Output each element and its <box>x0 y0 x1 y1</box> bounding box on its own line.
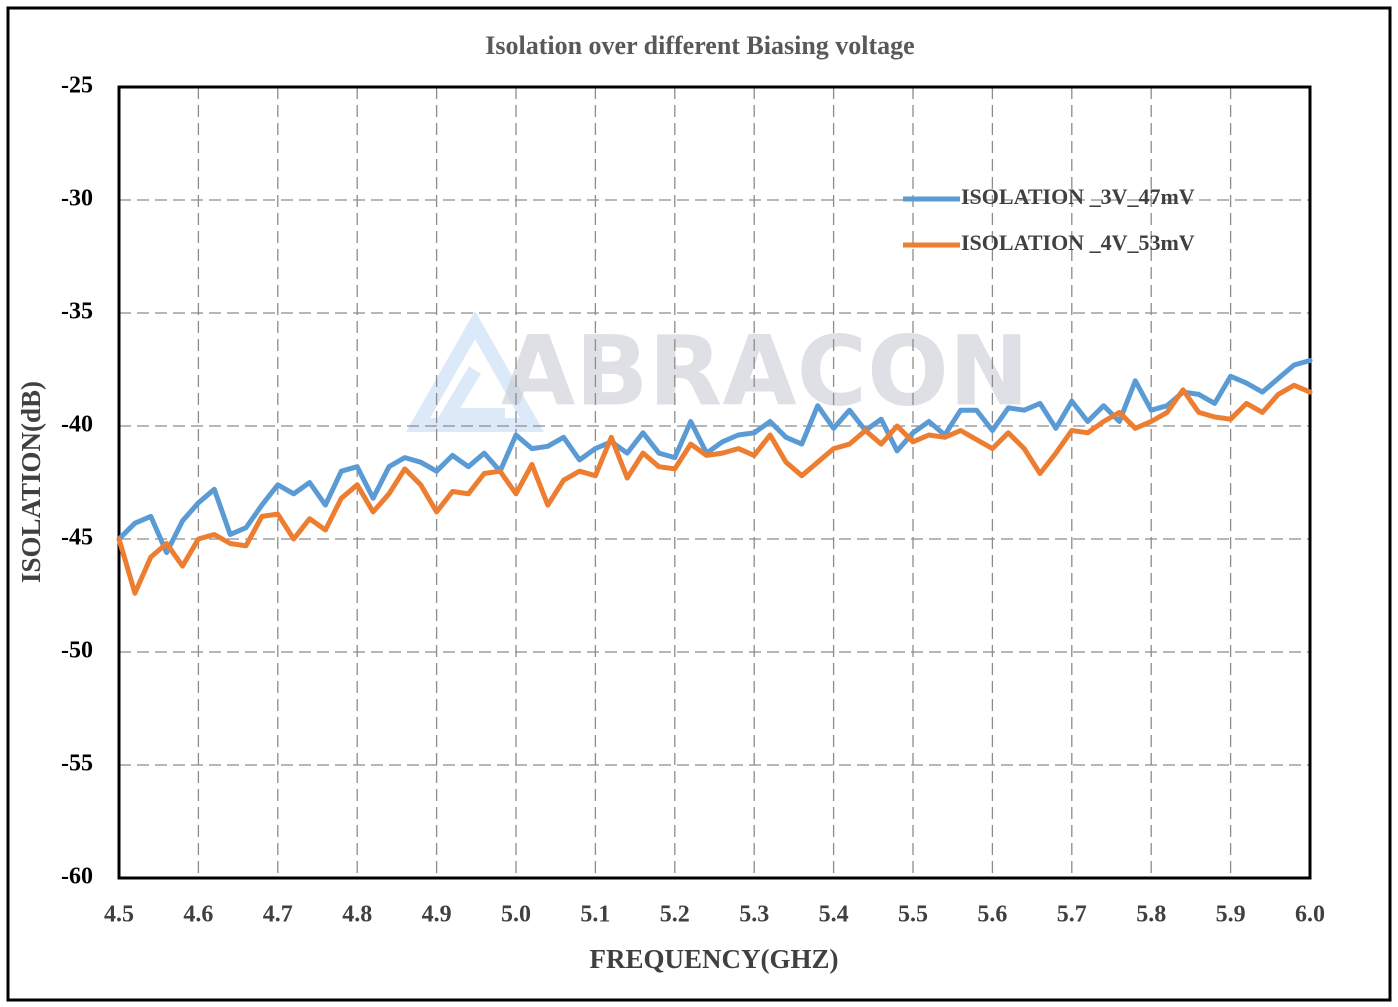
x-tick-label: 5.0 <box>501 902 531 928</box>
plot-border <box>117 85 1312 880</box>
x-tick-label: 4.9 <box>422 902 452 928</box>
y-tick-label: -35 <box>61 299 93 325</box>
x-tick-label: 5.2 <box>660 902 690 928</box>
y-axis-label: ISOLATION(dB) <box>16 381 46 583</box>
legend-label: ISOLATION _3V_47mV <box>961 184 1195 209</box>
x-tick-label: 4.8 <box>342 902 372 928</box>
y-tick-label: -45 <box>61 525 93 551</box>
data-line <box>116 358 1313 556</box>
y-tick-label: -60 <box>61 864 93 890</box>
y-tick-label: -55 <box>61 751 93 777</box>
x-tick-label: 5.4 <box>819 902 849 928</box>
x-tick-label: 5.7 <box>1057 902 1087 928</box>
x-tick-label: 5.6 <box>977 902 1007 928</box>
x-tick-label: 4.7 <box>263 902 293 928</box>
y-tick-label: -50 <box>61 638 93 664</box>
y-tick-label: -30 <box>61 186 93 212</box>
watermark-logo <box>405 310 545 432</box>
watermark: ABRACON <box>501 315 1029 427</box>
chart-title: Isolation over different Biasing voltage <box>485 31 914 60</box>
x-tick-label: 4.5 <box>104 902 134 928</box>
x-tick-label: 5.8 <box>1136 902 1166 928</box>
y-tick-label: -25 <box>61 73 93 99</box>
x-tick-label: 5.5 <box>898 902 928 928</box>
legend-label: ISOLATION _4V_53mV <box>961 230 1195 255</box>
data-line <box>116 382 1313 596</box>
x-tick-label: 5.9 <box>1216 902 1246 928</box>
x-tick-label: 4.6 <box>183 902 213 928</box>
x-tick-label: 5.1 <box>580 902 610 928</box>
x-axis-label: FREQUENCY(GHZ) <box>590 944 839 974</box>
chart-frame <box>6 6 1392 1002</box>
x-tick-label: 5.3 <box>739 902 769 928</box>
y-tick-label: -40 <box>61 412 93 438</box>
x-tick-label: 6.0 <box>1295 902 1325 928</box>
